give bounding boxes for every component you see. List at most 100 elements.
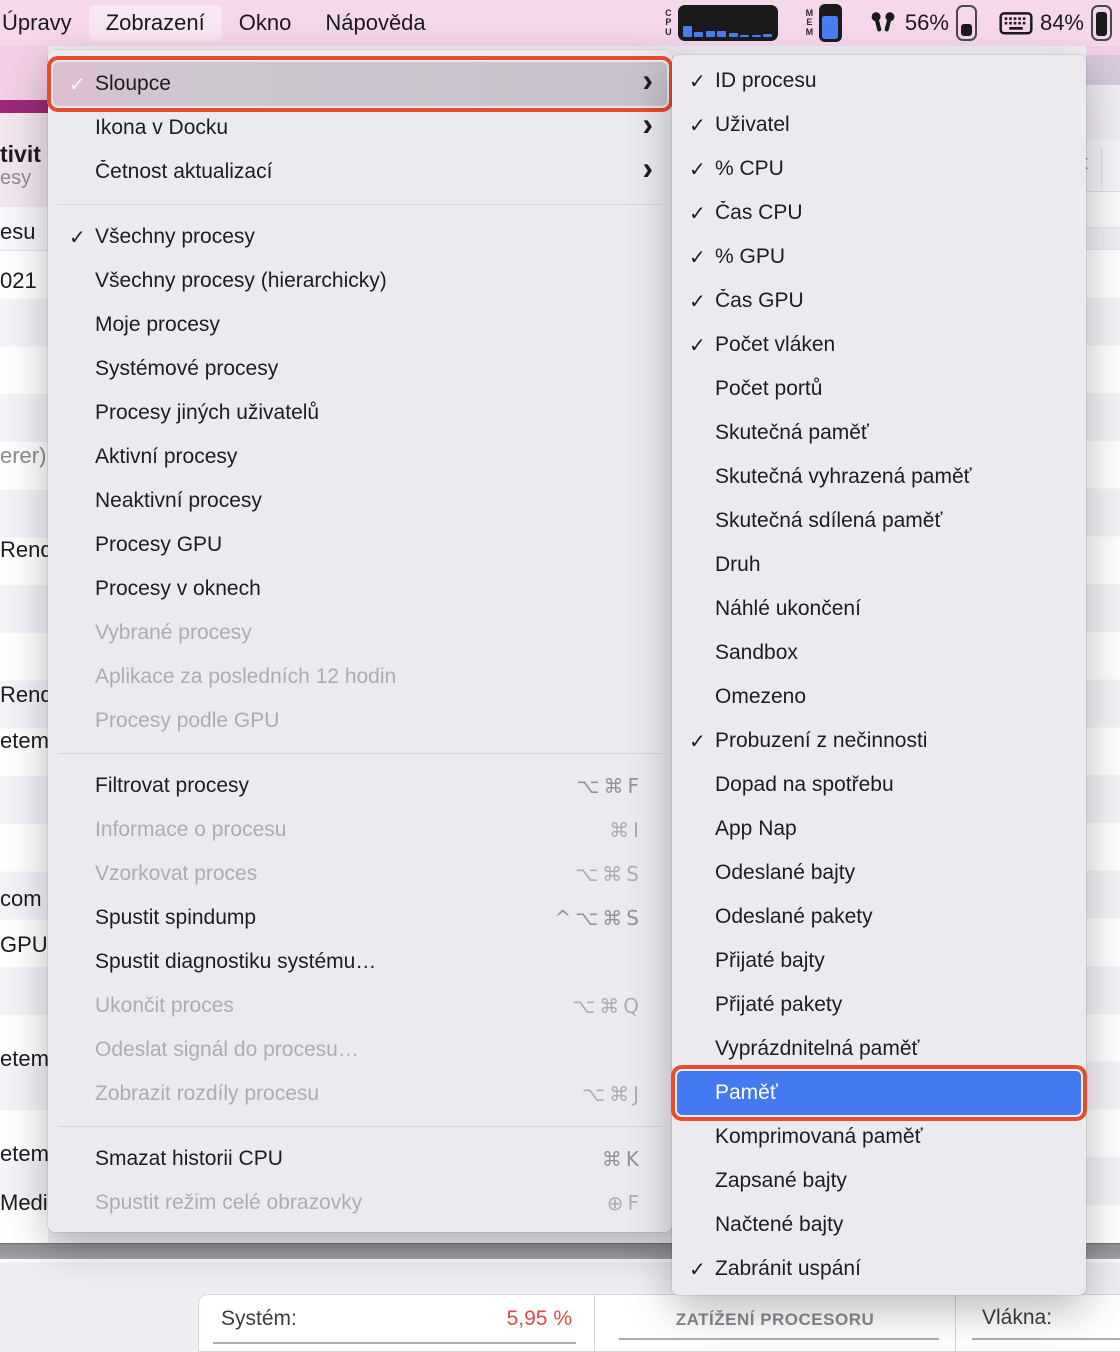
menubar-item-upravy[interactable]: Úpravy — [2, 10, 72, 35]
divider — [619, 1338, 939, 1340]
menu-item-label: Sandbox — [715, 641, 798, 664]
menu-item-label: Vyprázdnitelná paměť — [715, 1037, 920, 1060]
earbuds-battery-widget[interactable]: 56% — [868, 5, 977, 41]
submenu-arrow-icon: › — [642, 106, 653, 142]
cpu-bar — [694, 32, 704, 37]
keyboard-battery-widget[interactable]: 84% — [999, 5, 1112, 41]
menu-item[interactable]: Zapsané bajty — [677, 1159, 1081, 1203]
menu-item-label: Filtrovat procesy — [95, 774, 250, 797]
checkmark-icon: ✓ — [689, 70, 706, 93]
menu-item[interactable]: ✓ Počet vláken — [677, 323, 1081, 367]
menu-item[interactable]: Četnost aktualizací › — [53, 150, 667, 194]
menubar-item-zobrazeni[interactable]: Zobrazení — [88, 5, 222, 41]
menu-item[interactable] — [58, 753, 662, 754]
menubar-item-napoveda[interactable]: Nápověda — [325, 10, 426, 35]
menu-item[interactable]: ✓ Sloupce › — [47, 56, 673, 112]
menu-item[interactable]: Systémové procesy — [53, 347, 667, 391]
menu-item-label: Přijaté pakety — [715, 993, 843, 1016]
menu-item[interactable]: Přijaté pakety — [677, 983, 1081, 1027]
menu-item[interactable]: Odeslané pakety — [677, 895, 1081, 939]
menu-item[interactable]: Sandbox — [677, 631, 1081, 675]
menubar-status-area: CPU MEM — [663, 4, 1120, 42]
menu-item-label: Aktivní procesy — [95, 445, 238, 468]
menu-item[interactable]: Komprimovaná paměť — [677, 1115, 1081, 1159]
view-menu-dropdown: ✓ Sloupce › Ikona v Docku › Četnost aktu… — [47, 50, 673, 1232]
column-header-fragment: x — [1086, 152, 1088, 175]
menu-item[interactable]: Informace o procesu ⌘I — [53, 808, 667, 852]
menu-item-label: Probuzení z nečinnosti — [715, 729, 928, 752]
table-cell-fragment: 021 — [0, 268, 37, 293]
menubar: Úpravy Zobrazení Okno Nápověda CPU MEM — [0, 0, 1120, 46]
menu-item-label: Dopad na spotřebu — [715, 773, 894, 796]
menu-item[interactable]: Skutečná vyhrazená paměť — [677, 455, 1081, 499]
menu-item[interactable]: ✓ Uživatel — [677, 103, 1081, 147]
menu-item[interactable]: Všechny procesy (hierarchicky) — [53, 259, 667, 303]
cpu-history-graph[interactable] — [677, 5, 778, 41]
system-value: 5,95 % — [506, 1307, 572, 1330]
menu-item-label: Neaktivní procesy — [95, 489, 262, 512]
menu-item[interactable]: Náhlé ukončení — [677, 587, 1081, 631]
menu-item[interactable]: Aplikace za posledních 12 hodin — [53, 655, 667, 699]
menu-item[interactable]: Spustit spindump ^⌥⌘S — [53, 896, 667, 940]
menu-item[interactable]: Zobrazit rozdíly procesu ⌥⌘J — [53, 1072, 667, 1116]
menu-item[interactable]: Paměť — [671, 1065, 1087, 1121]
threads-section: Vlákna: — [956, 1295, 1120, 1351]
menu-item[interactable]: Procesy podle GPU — [53, 699, 667, 743]
menu-item[interactable]: Procesy GPU — [53, 523, 667, 567]
menu-item-label: Skutečná paměť — [715, 421, 869, 444]
menu-item[interactable]: Druh — [677, 543, 1081, 587]
menu-item[interactable]: Přijaté bajty — [677, 939, 1081, 983]
menu-item[interactable]: Aktivní procesy — [53, 435, 667, 479]
menu-item[interactable] — [58, 1126, 662, 1127]
menu-item[interactable] — [58, 204, 662, 205]
menu-item[interactable]: Smazat historii CPU ⌘K — [53, 1137, 667, 1181]
menu-item-shortcut: ⊕F — [606, 1191, 643, 1215]
menu-item-label: Paměť — [715, 1081, 778, 1104]
window-title-fragment: tivit — [0, 141, 41, 167]
menu-item[interactable]: Načtené bajty — [677, 1203, 1081, 1247]
menu-item[interactable]: Procesy jiných uživatelů — [53, 391, 667, 435]
menu-item[interactable]: ✓ % CPU — [677, 147, 1081, 191]
menu-item[interactable]: Počet portů — [677, 367, 1081, 411]
menu-item[interactable]: Omezeno — [677, 675, 1081, 719]
menu-item[interactable]: Odeslané bajty — [677, 851, 1081, 895]
memory-pressure-widget[interactable] — [818, 4, 842, 42]
menu-item[interactable]: Vzorkovat proces ⌥⌘S — [53, 852, 667, 896]
menu-item[interactable]: ✓ Probuzení z nečinnosti — [677, 719, 1081, 763]
table-cell-fragment: erer) — [0, 443, 47, 468]
menu-item[interactable]: ✓ ID procesu — [677, 59, 1081, 103]
menu-item[interactable]: ✓ Čas CPU — [677, 191, 1081, 235]
menu-item[interactable]: Odeslat signál do procesu… — [53, 1028, 667, 1072]
menu-item[interactable]: Ukončit proces ⌥⌘Q — [53, 984, 667, 1028]
menu-item-label: Procesy jiných uživatelů — [95, 401, 320, 424]
cpu-bar — [763, 34, 773, 37]
table-value-fragment — [1086, 584, 1120, 632]
menu-item-shortcut: ^⌥⌘S — [554, 906, 643, 930]
menu-item[interactable]: Vyprázdnitelná paměť — [677, 1027, 1081, 1071]
menu-item[interactable]: ✓ Všechny procesy — [53, 215, 667, 259]
menu-item[interactable]: Ikona v Docku › — [53, 106, 667, 150]
menu-item[interactable]: Filtrovat procesy ⌥⌘F — [53, 764, 667, 808]
menu-item[interactable]: Vybrané procesy — [53, 611, 667, 655]
menu-item-label: Skutečná vyhrazená paměť — [715, 465, 972, 488]
keyboard-icon — [999, 12, 1033, 35]
table-cell-fragment: etem — [0, 1046, 48, 1071]
menu-item-label: Procesy podle GPU — [95, 709, 280, 732]
menu-item[interactable]: App Nap — [677, 807, 1081, 851]
menu-item[interactable]: ✓ % GPU — [677, 235, 1081, 279]
menu-item[interactable]: Skutečná sdílená paměť — [677, 499, 1081, 543]
checkmark-icon: ✓ — [69, 73, 86, 96]
menu-item[interactable]: Procesy v oknech — [53, 567, 667, 611]
menu-item[interactable]: ✓ Čas GPU — [677, 279, 1081, 323]
checkmark-icon: ✓ — [69, 226, 86, 249]
menu-item[interactable]: Skutečná paměť — [677, 411, 1081, 455]
menu-item[interactable]: Dopad na spotřebu — [677, 763, 1081, 807]
menu-item-label: Informace o procesu — [95, 818, 287, 841]
menu-item[interactable]: ✓ Zabránit uspání — [677, 1247, 1081, 1291]
background-titlebar-strip — [1086, 55, 1120, 85]
menu-item[interactable]: Moje procesy — [53, 303, 667, 347]
menu-item[interactable]: Spustit diagnostiku systému… — [53, 940, 667, 984]
menubar-item-okno[interactable]: Okno — [238, 10, 292, 35]
menu-item[interactable]: Spustit režim celé obrazovky ⊕F — [53, 1181, 667, 1225]
menu-item[interactable]: Neaktivní procesy — [53, 479, 667, 523]
